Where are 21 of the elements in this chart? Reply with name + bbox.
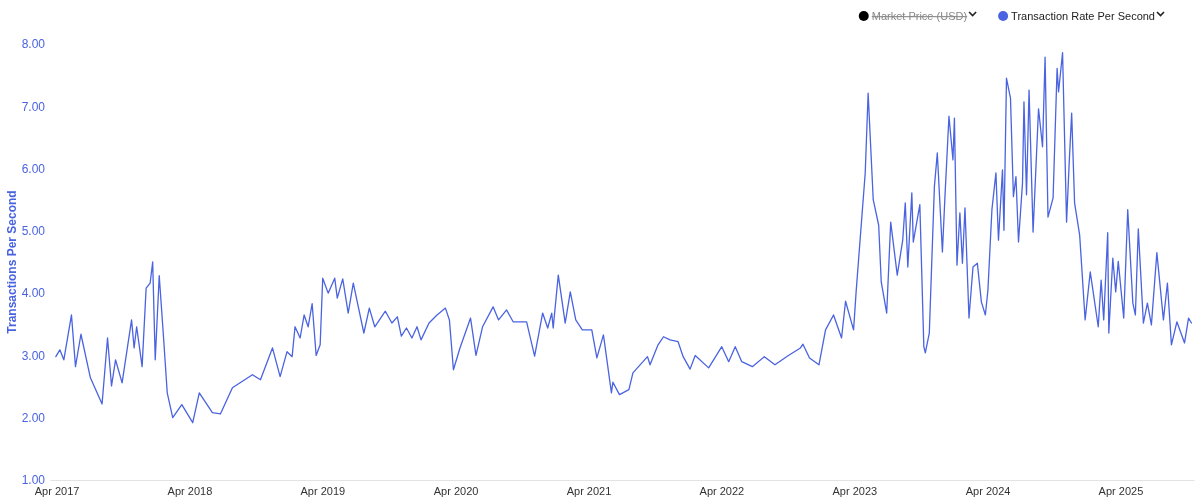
x-tick-label: Apr 2018	[167, 485, 213, 498]
x-tick-label: Apr 2022	[699, 485, 745, 498]
y-tick-label: 6.00	[21, 161, 46, 176]
line-series	[55, 52, 1193, 424]
y-tick-label: 7.00	[21, 99, 46, 114]
x-tick-label: Apr 2017	[34, 485, 80, 498]
legend-label: Transaction Rate Per Second	[1011, 10, 1155, 22]
x-tick-label: Apr 2025	[1098, 485, 1144, 498]
y-tick-label: 1.00	[21, 473, 46, 488]
x-tick-label: Apr 2020	[433, 485, 479, 498]
y-tick-label: 2.00	[21, 411, 46, 426]
y-tick-label: 4.00	[21, 286, 46, 301]
x-tick-label: Apr 2019	[300, 485, 346, 498]
y-tick-label: 3.00	[21, 348, 46, 363]
x-tick-label: Apr 2021	[566, 485, 612, 498]
y-tick-label: 8.00	[21, 37, 46, 52]
legend-label: Market Price (USD)	[871, 10, 968, 22]
x-tick-label: Apr 2023	[832, 485, 878, 498]
y-tick-label: 5.00	[21, 224, 46, 239]
y-axis-title: Transactions Per Second	[5, 190, 19, 334]
x-tick-label: Apr 2024	[965, 485, 1011, 498]
